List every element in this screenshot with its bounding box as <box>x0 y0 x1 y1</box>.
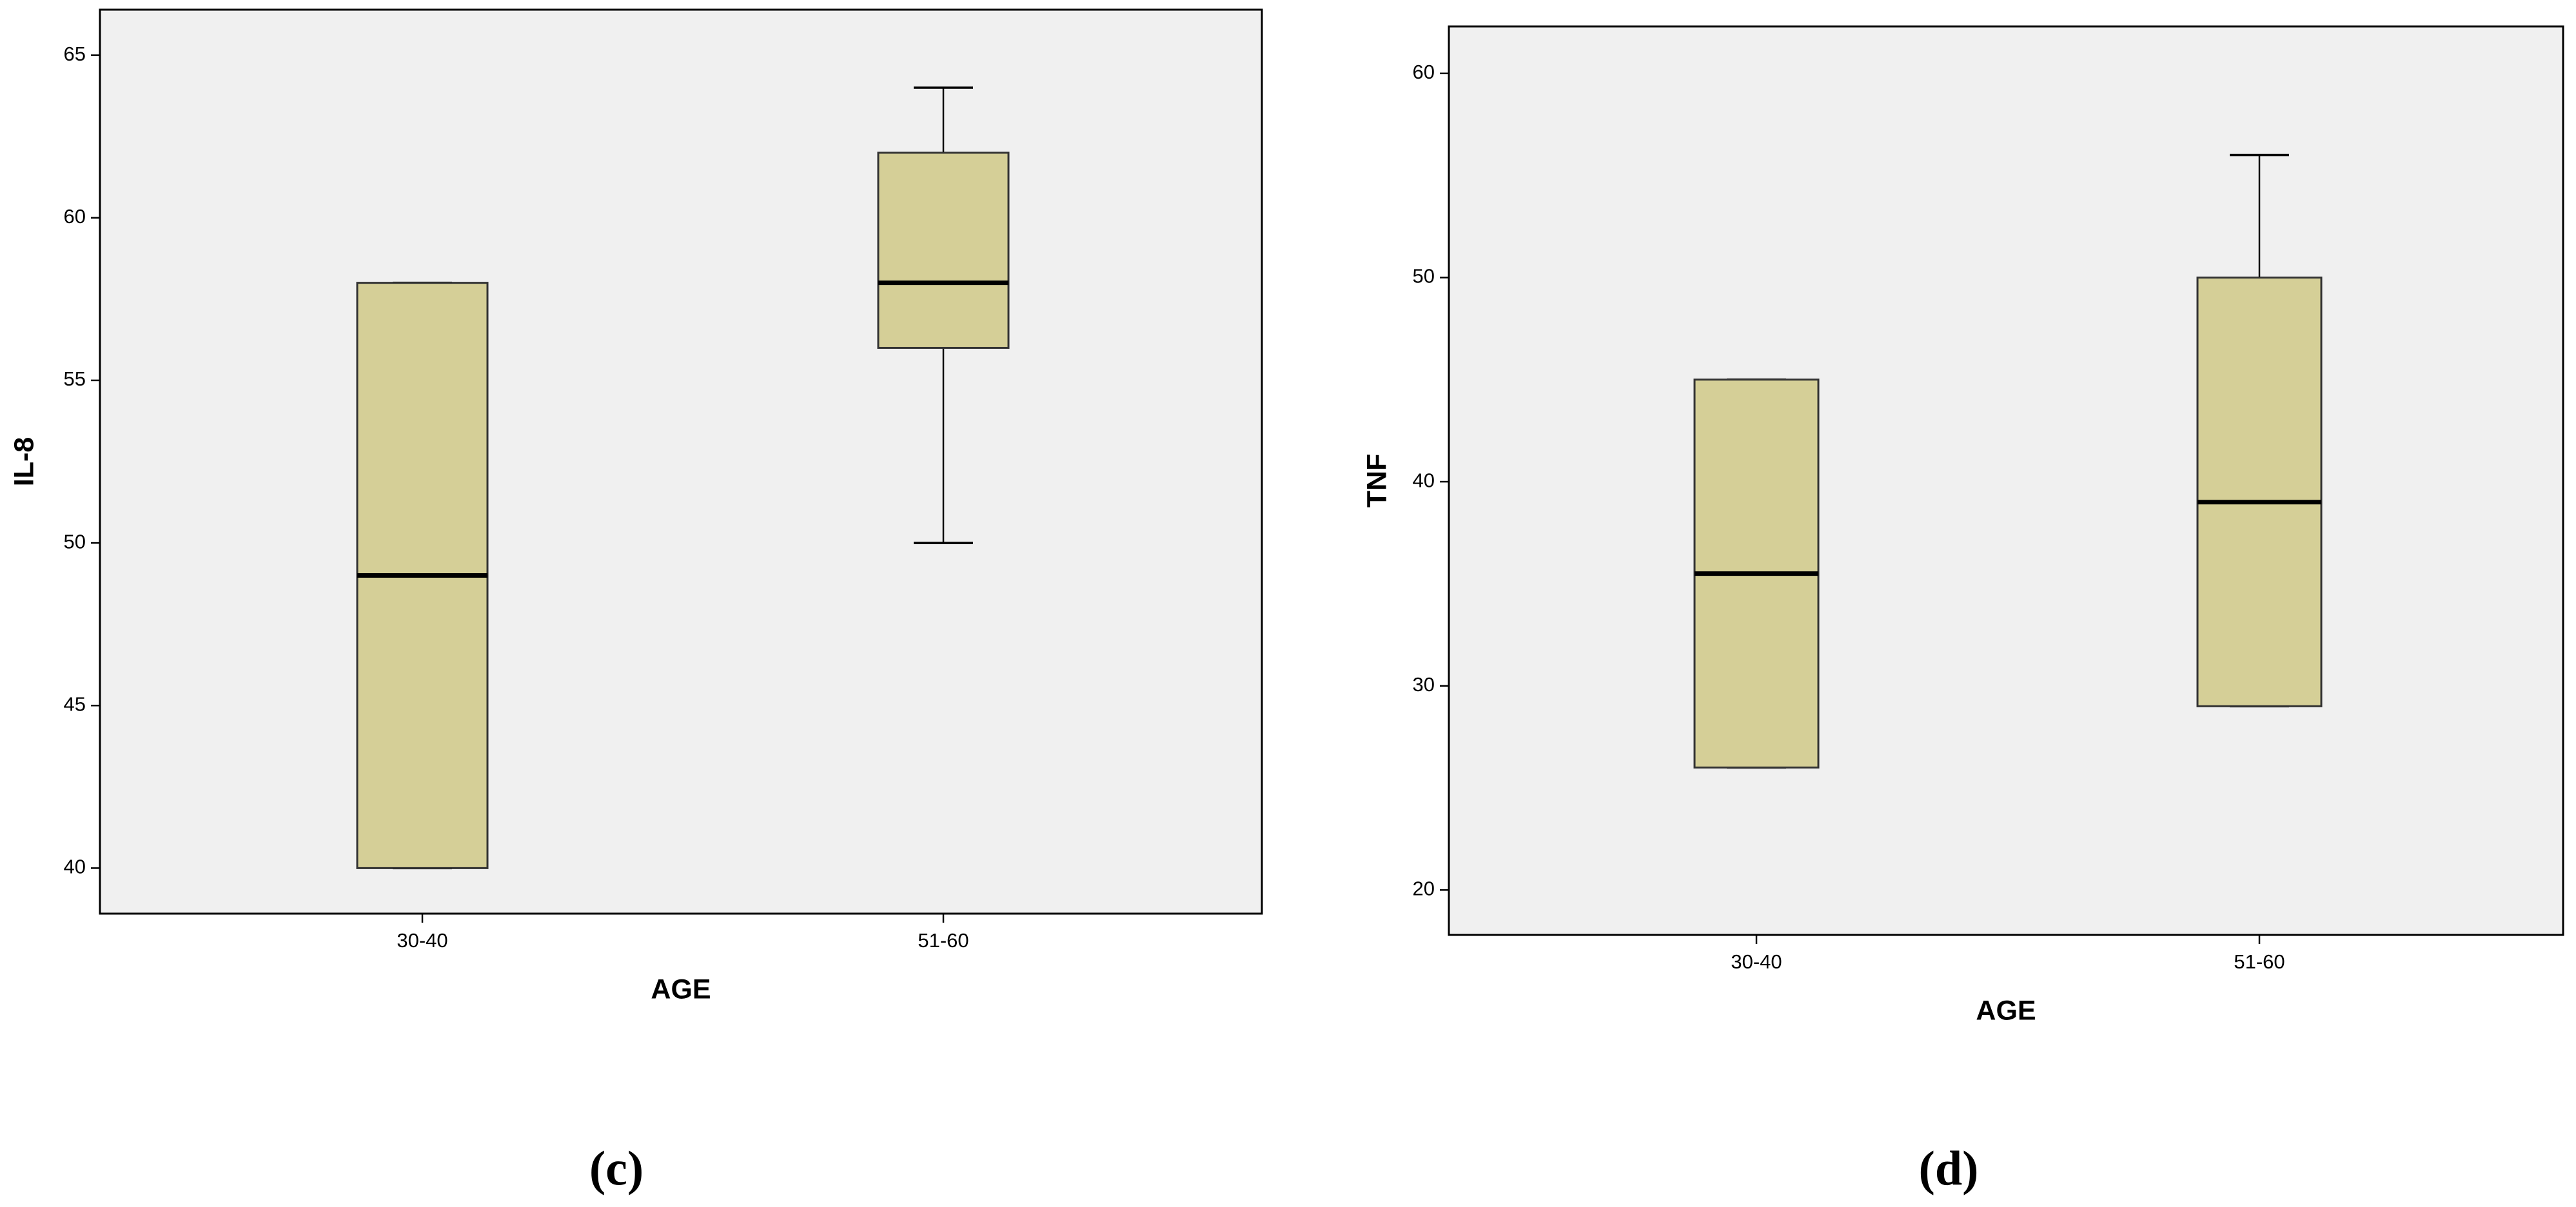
y-tick-label: 20 <box>1413 878 1435 900</box>
x-tick-label: 51-60 <box>918 929 968 952</box>
x-axis-title: AGE <box>651 974 711 1005</box>
x-tick-label: 30-40 <box>397 929 447 952</box>
plot-area <box>99 8 1263 915</box>
y-axis-title: IL-8 <box>8 437 39 486</box>
y-tick-label: 45 <box>64 692 86 715</box>
panel-label: (c) <box>589 1141 644 1195</box>
x-tick-label: 30-40 <box>1731 950 1782 973</box>
y-tick-label: 40 <box>64 856 86 878</box>
y-tick-label: 50 <box>1413 265 1435 288</box>
plot-area <box>1448 25 2564 936</box>
y-tick-label: 65 <box>64 43 86 65</box>
y-tick-label: 55 <box>64 368 86 390</box>
y-axis-title: TNF <box>1361 454 1392 508</box>
y-tick-label: 30 <box>1413 673 1435 696</box>
y-tick-label: 60 <box>64 205 86 228</box>
y-tick-label: 40 <box>1413 469 1435 491</box>
box <box>2196 276 2323 707</box>
x-axis-title: AGE <box>1976 995 2036 1026</box>
box <box>877 152 1010 349</box>
x-tick-label: 51-60 <box>2234 950 2285 973</box>
y-tick-label: 50 <box>64 530 86 553</box>
panel-label: (d) <box>1919 1141 1979 1195</box>
y-tick-label: 60 <box>1413 61 1435 83</box>
